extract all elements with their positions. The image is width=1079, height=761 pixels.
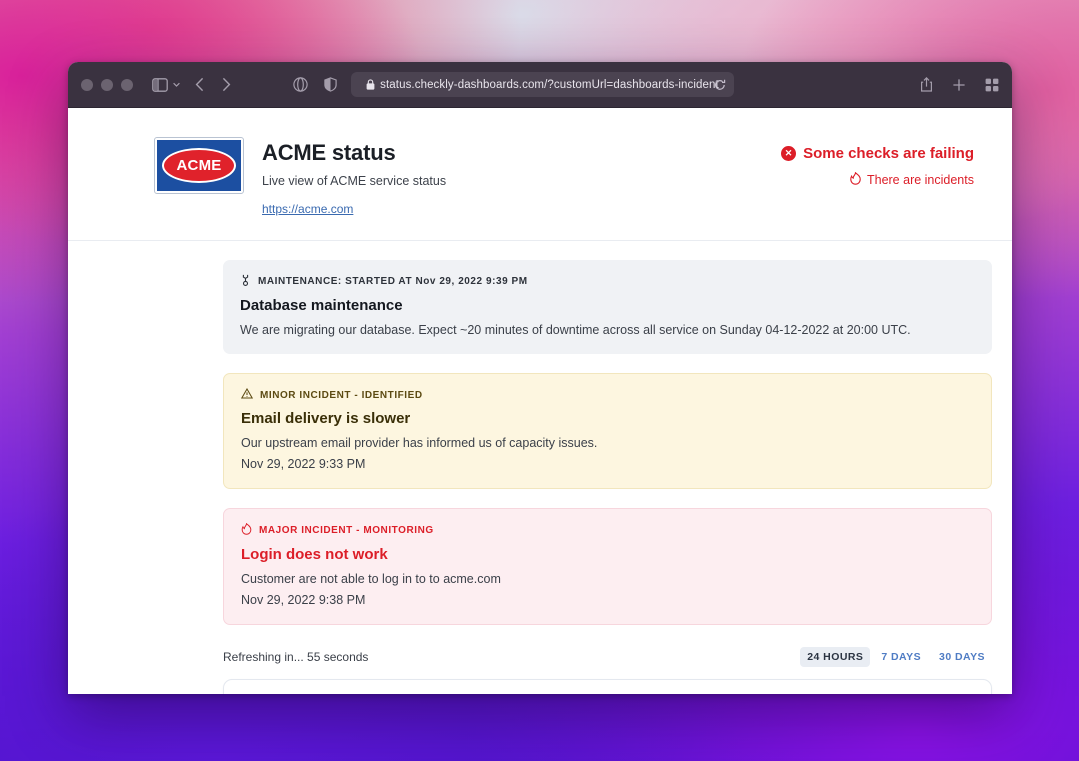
status-incidents-label: There are incidents bbox=[866, 173, 974, 187]
maximize-window-button[interactable] bbox=[121, 78, 133, 91]
wrench-icon bbox=[240, 274, 251, 289]
x-circle-icon: ✕ bbox=[781, 146, 797, 161]
navigation-buttons[interactable] bbox=[195, 77, 231, 92]
url-text: status.checkly-dashboards.com/?customUrl… bbox=[380, 78, 719, 91]
flame-icon bbox=[241, 522, 252, 538]
logo-ellipse: ACME bbox=[162, 148, 236, 183]
refresh-and-range-row: Refreshing in... 55 seconds 24 HOURS 7 D… bbox=[223, 644, 992, 679]
status-failing-label: Some checks are failing bbox=[803, 145, 974, 162]
minor-incident-kicker: MINOR INCIDENT - IDENTIFIED bbox=[240, 387, 974, 402]
status-page-header: ACME ACME status Live view of ACME servi… bbox=[68, 108, 1012, 241]
warning-triangle-icon bbox=[240, 387, 254, 402]
logo-text: ACME bbox=[176, 157, 222, 174]
reload-icon[interactable] bbox=[714, 79, 726, 91]
time-range-tabs[interactable]: 24 HOURS 7 DAYS 30 DAYS bbox=[800, 647, 992, 667]
plus-icon[interactable] bbox=[952, 77, 966, 92]
tab-7-days[interactable]: 7 DAYS bbox=[881, 651, 922, 663]
close-window-button[interactable] bbox=[81, 78, 93, 91]
lock-icon bbox=[366, 79, 375, 90]
major-incident-card[interactable]: MAJOR INCIDENT - MONITORING Login does n… bbox=[223, 508, 992, 625]
minor-incident-card[interactable]: MINOR INCIDENT - IDENTIFIED Email delive… bbox=[223, 373, 992, 489]
refresh-countdown: Refreshing in... 55 seconds bbox=[223, 650, 369, 664]
minor-incident-title: Email delivery is slower bbox=[241, 410, 411, 427]
page-title: ACME status bbox=[262, 140, 396, 165]
reader-view-icon[interactable] bbox=[324, 77, 337, 92]
tab-30-days[interactable]: 30 DAYS bbox=[939, 651, 985, 663]
acme-logo: ACME bbox=[154, 137, 244, 194]
minor-incident-description: Our upstream email provider has informed… bbox=[241, 436, 598, 450]
check-card[interactable]: ✕ 3rd party data feed API 11 m bbox=[223, 679, 992, 694]
major-incident-time: Nov 29, 2022 9:38 PM bbox=[241, 593, 366, 607]
status-page: ACME ACME status Live view of ACME servi… bbox=[68, 108, 1012, 694]
major-incident-kicker-text: MAJOR INCIDENT - MONITORING bbox=[259, 525, 434, 536]
share-icon[interactable] bbox=[920, 77, 933, 92]
minor-incident-kicker-text: MINOR INCIDENT - IDENTIFIED bbox=[260, 389, 423, 401]
maintenance-description: We are migrating our database. Expect ~2… bbox=[240, 323, 911, 337]
tab-overview-icon[interactable] bbox=[985, 77, 999, 92]
forward-arrow-icon[interactable] bbox=[221, 77, 231, 92]
major-incident-title: Login does not work bbox=[241, 546, 388, 563]
minor-incident-time: Nov 29, 2022 9:33 PM bbox=[241, 457, 366, 471]
address-bar[interactable]: status.checkly-dashboards.com/?customUrl… bbox=[351, 72, 734, 97]
window-controls[interactable] bbox=[81, 78, 133, 91]
chevron-down-icon[interactable] bbox=[172, 80, 181, 89]
maintenance-kicker: MAINTENANCE: STARTED AT Nov 29, 2022 9:3… bbox=[240, 274, 975, 289]
status-incidents-row: There are incidents bbox=[781, 171, 974, 188]
privacy-report-icon[interactable] bbox=[293, 77, 308, 92]
browser-toolbar: status.checkly-dashboards.com/?customUrl… bbox=[68, 62, 1012, 108]
major-incident-kicker: MAJOR INCIDENT - MONITORING bbox=[241, 522, 974, 538]
status-body: MAINTENANCE: STARTED AT Nov 29, 2022 9:3… bbox=[68, 241, 1012, 694]
minimize-window-button[interactable] bbox=[101, 78, 113, 91]
maintenance-title: Database maintenance bbox=[240, 297, 403, 314]
page-subtitle: Live view of ACME service status bbox=[262, 174, 447, 188]
status-failing-row: ✕ Some checks are failing bbox=[781, 145, 974, 162]
flame-icon bbox=[850, 171, 861, 188]
back-arrow-icon[interactable] bbox=[195, 77, 205, 92]
site-link[interactable]: https://acme.com bbox=[262, 202, 354, 216]
maintenance-card[interactable]: MAINTENANCE: STARTED AT Nov 29, 2022 9:3… bbox=[223, 260, 992, 354]
sidebar-icon[interactable] bbox=[152, 77, 168, 92]
browser-window: status.checkly-dashboards.com/?customUrl… bbox=[68, 62, 1012, 694]
major-incident-description: Customer are not able to log in to to ac… bbox=[241, 572, 501, 586]
maintenance-kicker-text: MAINTENANCE: STARTED AT Nov 29, 2022 9:3… bbox=[258, 276, 528, 287]
overall-status: ✕ Some checks are failing There are inci… bbox=[781, 138, 974, 188]
tab-24-hours[interactable]: 24 HOURS bbox=[800, 647, 871, 667]
